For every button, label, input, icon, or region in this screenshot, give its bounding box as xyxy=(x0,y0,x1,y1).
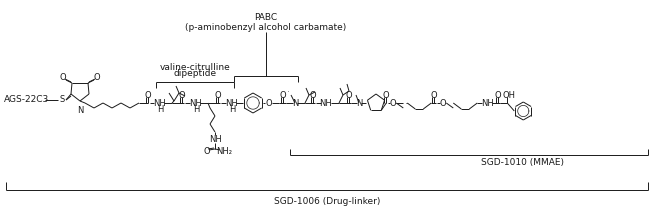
Text: NH: NH xyxy=(481,98,494,108)
Text: H: H xyxy=(229,105,235,115)
Text: OH: OH xyxy=(503,91,516,99)
Text: O: O xyxy=(431,91,438,99)
Text: O: O xyxy=(145,91,151,99)
Text: O: O xyxy=(495,91,502,99)
Text: SGD-1006 (Drug-linker): SGD-1006 (Drug-linker) xyxy=(274,197,380,206)
Text: O: O xyxy=(310,91,317,99)
Text: O: O xyxy=(215,91,221,99)
Text: NH: NH xyxy=(320,98,332,108)
Text: NH: NH xyxy=(188,98,201,108)
Text: O: O xyxy=(346,91,353,99)
Text: O: O xyxy=(280,91,286,99)
Text: O: O xyxy=(390,98,396,108)
Text: AGS-22C3: AGS-22C3 xyxy=(4,95,49,105)
Text: H: H xyxy=(157,105,164,115)
Text: N: N xyxy=(77,106,83,115)
Text: N: N xyxy=(356,98,362,108)
Text: O: O xyxy=(383,91,390,99)
Text: NH: NH xyxy=(209,134,221,144)
Text: dipeptide: dipeptide xyxy=(173,69,216,79)
Text: S: S xyxy=(60,95,65,105)
Text: O: O xyxy=(203,147,211,155)
Text: O: O xyxy=(179,91,185,99)
Text: (p-aminobenzyl alcohol carbamate): (p-aminobenzyl alcohol carbamate) xyxy=(185,23,347,32)
Text: H: H xyxy=(193,105,199,115)
Text: NH: NH xyxy=(152,98,165,108)
Text: O: O xyxy=(266,98,272,108)
Text: valine-citrulline: valine-citrulline xyxy=(160,62,230,72)
Text: O: O xyxy=(60,73,66,82)
Text: N: N xyxy=(292,98,298,108)
Text: NH₂: NH₂ xyxy=(216,147,232,155)
Text: O: O xyxy=(94,73,100,82)
Text: NH: NH xyxy=(224,98,237,108)
Text: PABC: PABC xyxy=(254,13,277,23)
Text: SGD-1010 (MMAE): SGD-1010 (MMAE) xyxy=(481,158,564,167)
Text: O: O xyxy=(440,98,447,108)
